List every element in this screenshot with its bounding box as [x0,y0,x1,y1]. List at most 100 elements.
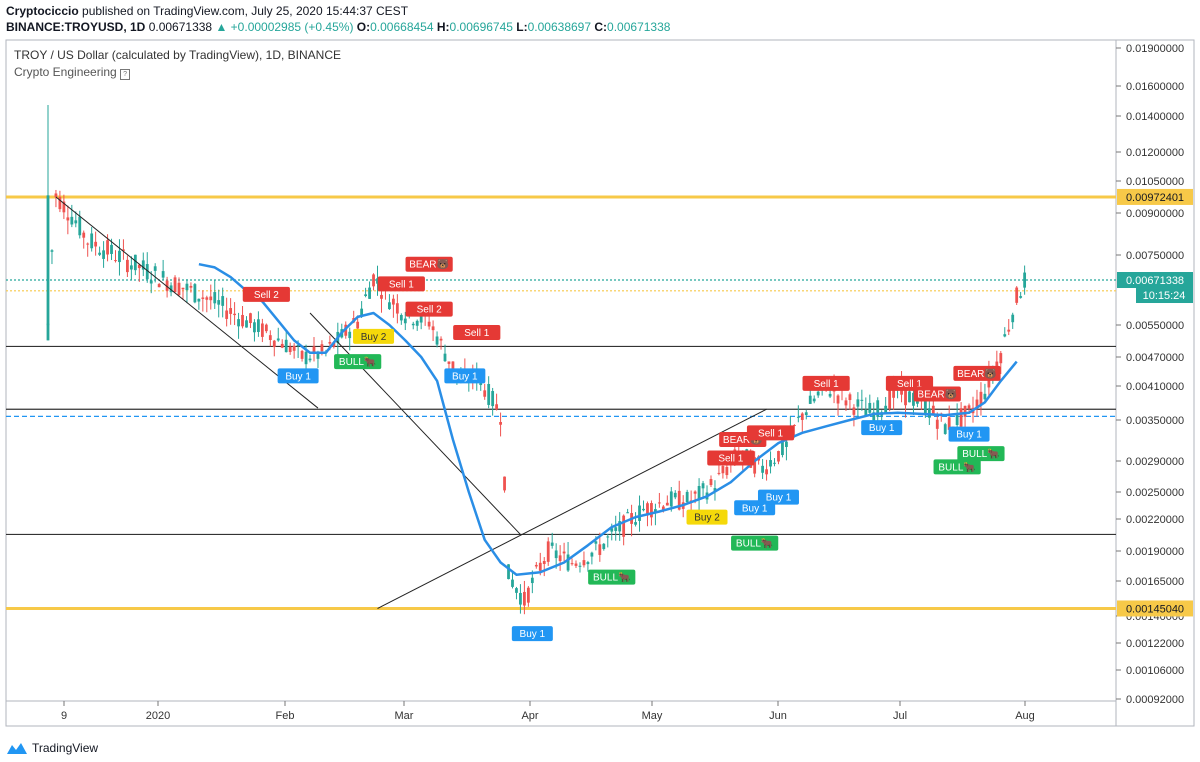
signal-sell: Sell 2 [405,301,453,317]
candle-body [1023,272,1027,288]
candle-body [368,287,371,299]
candle-body [530,577,534,584]
candle-body [892,384,896,398]
countdown-text: 10:15:24 [1143,290,1186,302]
high-label: H: [436,20,450,34]
candle-body [395,303,399,314]
candle-body [558,555,562,562]
candle-body [411,323,415,326]
price-tick-label: 0.00750000 [1126,250,1184,262]
signal-box [405,301,453,317]
candle-body [685,491,689,503]
trendline [55,196,319,409]
candle-body [165,280,169,291]
candle-body [50,250,54,252]
signal-box [588,569,636,585]
price-tick-label: 0.00470000 [1126,352,1184,364]
candle-body [657,502,661,504]
price-tick-label: 0.00900000 [1126,208,1184,220]
signal-sell: Sell 1 [802,375,850,391]
candle-body [213,292,217,304]
candle-body [935,419,939,429]
candle-body [245,320,248,328]
candle-body [284,339,288,353]
candle-body [435,336,439,345]
candle-body [975,399,979,409]
price-tick-label: 0.00106000 [1126,665,1184,677]
candle-body [229,308,233,314]
candle-body [959,408,963,427]
signal-label: BEAR🐻 [917,388,957,401]
candle-body [181,287,185,290]
candle-body [253,322,256,333]
horizontal-levels [6,195,1116,610]
symbol-line: BINANCE:TROYUSD, 1D 0.00671338 ▲ +0.0000… [6,20,670,34]
signal-label: Buy 1 [452,371,478,382]
indicator-name: Crypto Engineering [14,65,117,79]
candle-body [114,260,117,262]
candle-body [511,579,514,587]
signal-buy: Buy 1 [757,489,799,505]
candle-body [233,313,236,316]
time-tick-label: Jul [893,710,907,722]
candle-body [249,313,252,324]
signal-box [353,328,395,344]
signal-label: Buy 1 [520,629,546,640]
candle-body [904,387,907,406]
candle-body [800,413,804,420]
publisher-name[interactable]: Cryptociccio [6,4,79,18]
candle-body [709,479,713,486]
candle-body [566,554,570,571]
close-value: 0.00671338 [607,20,671,34]
signal-bear: BEAR🐻 [913,386,961,402]
signal-box [948,426,990,442]
candle-body [356,321,360,329]
candle-body [419,311,423,323]
published-text: published on TradingView.com, July 25, 2… [82,4,409,18]
candle-body [217,300,221,305]
candle-body [185,283,189,291]
candle-body [364,294,367,297]
candle-body [98,252,102,255]
time-tick-label: Aug [1015,710,1035,722]
candles [46,105,1027,615]
plot-area[interactable] [5,39,1117,727]
price-label-box [1117,188,1193,205]
candle-body [546,541,550,562]
candle-body [860,399,864,401]
candle-body [348,331,352,339]
open-value: 0.00668454 [370,20,434,34]
candle-body [483,390,487,397]
candle-body [697,486,701,500]
candle-body [713,488,717,492]
candle-body [312,346,316,353]
candle-body [955,413,959,426]
candle-body [598,544,602,555]
time-tick-label: Mar [395,710,414,722]
info-icon[interactable]: ? [120,69,131,80]
signal-bull: BULL🐂 [933,459,981,475]
candle-body [526,587,530,603]
footer-brand[interactable]: TradingView [32,741,99,755]
candle-body [94,241,98,247]
time-tick-label: Apr [521,710,538,722]
signal-label: Sell 1 [389,279,414,290]
candle-body [90,233,94,249]
candle-body [816,391,820,396]
candle-body [376,278,379,284]
price-tick-label: 0.00250000 [1126,487,1184,499]
candle-body [1015,287,1019,303]
candle-body [110,244,113,254]
signal-box [933,459,981,475]
candle-body [828,393,832,397]
candle-body [856,399,860,407]
candle-body [943,424,947,434]
signal-buy: Buy 1 [861,420,903,436]
price-tick-label: 0.00190000 [1126,546,1184,558]
signal-box [405,256,453,272]
candle-body [320,344,324,352]
signal-sell: Sell 1 [377,276,425,292]
candle-body [701,483,705,489]
price-tick-label: 0.00122000 [1126,638,1184,650]
